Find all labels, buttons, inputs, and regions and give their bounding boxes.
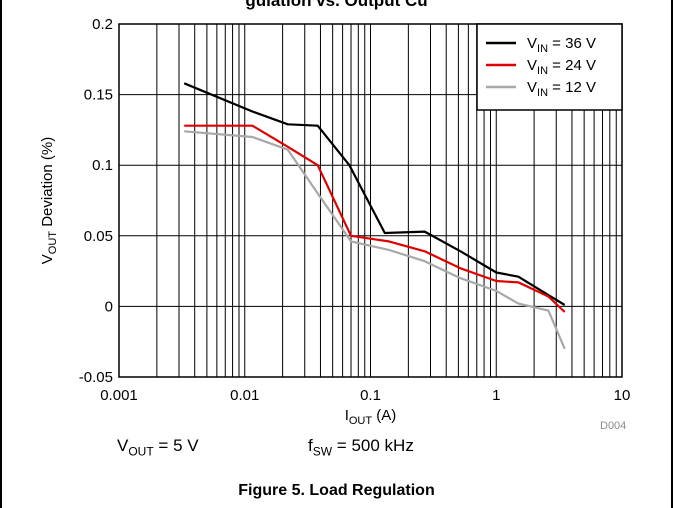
x-tick-label: 0.1	[360, 387, 381, 404]
fsw-condition: fSW = 500 kHz	[308, 436, 414, 459]
right-border	[671, 0, 673, 508]
y-tick-label: 0	[105, 298, 113, 315]
plot-area-border	[118, 23, 623, 378]
legend-label-0: VIN = 36 V	[527, 35, 596, 55]
x-tick-label: 0.01	[230, 387, 259, 404]
grid-lines	[119, 23, 622, 378]
series-line-1	[184, 124, 566, 313]
series-line-2	[184, 130, 566, 350]
legend-label-1: VIN = 24 V	[527, 57, 596, 77]
y-axis-label: VOUT Deviation (%)	[39, 137, 59, 264]
x-tick-label: 1	[492, 387, 500, 404]
load-regulation-chart: -0.05 0 0.05 0.1 0.15 0.2 0.001 0.01 0.1 1 10 IOU…	[39, 16, 630, 427]
y-tick-labels: -0.05 0 0.05 0.1 0.15 0.2	[79, 16, 113, 386]
vout-value: 5 V	[173, 436, 199, 455]
x-tick-label: 10	[614, 387, 631, 404]
series-lines	[183, 82, 566, 350]
left-border	[0, 0, 2, 508]
figure-title-partial: gulation vs. Output Cu	[245, 0, 428, 10]
x-tick-label: 0.001	[100, 387, 138, 404]
series-line-0	[183, 82, 566, 306]
vout-condition: VOUT = 5 V	[117, 436, 199, 459]
figure-code: D004	[600, 420, 627, 432]
legend-box	[476, 23, 623, 111]
y-tick-label: 0.15	[84, 87, 113, 104]
fsw-value: 500 kHz	[351, 436, 414, 455]
legend-label-2: VIN = 12 V	[527, 79, 596, 99]
y-tick-label: 0.05	[84, 228, 113, 245]
x-axis-label: IOUT (A)	[345, 407, 397, 427]
axis-labels: IOUT (A) VOUT Deviation (%)	[39, 137, 396, 427]
figure-caption: Figure 5. Load Regulation	[238, 482, 435, 499]
y-tick-label: -0.05	[79, 369, 113, 386]
y-tick-label: 0.2	[92, 16, 113, 33]
x-tick-labels: 0.001 0.01 0.1 1 10	[100, 387, 630, 404]
y-tick-label: 0.1	[92, 157, 113, 174]
plot-frame	[118, 23, 623, 378]
